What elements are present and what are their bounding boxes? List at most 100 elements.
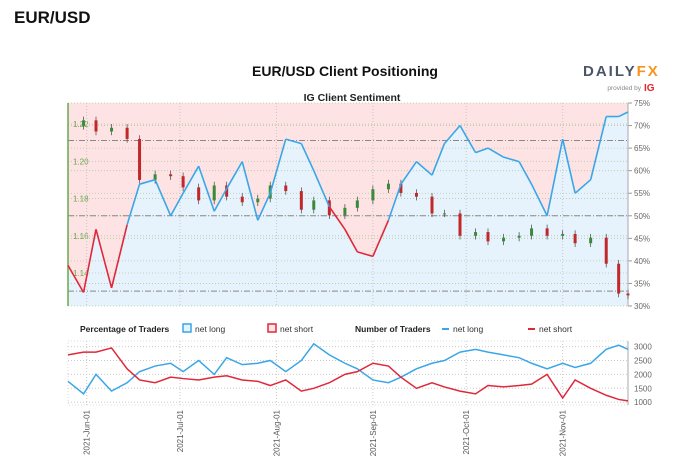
candle	[94, 120, 98, 132]
sentiment-line-segment	[574, 179, 592, 194]
sentiment-line-segment	[443, 125, 461, 145]
sentiment-line-segment	[387, 183, 402, 221]
candle	[212, 185, 216, 201]
price-tick-label: 1.18	[73, 195, 89, 204]
legend-num-title: Number of Traders	[355, 324, 431, 334]
price-tick-label: 1.20	[73, 157, 89, 166]
candle	[371, 189, 375, 201]
x-tick-label: 2021-Oct-01	[462, 409, 471, 454]
logo-daily: DAILY	[583, 63, 637, 80]
candle	[299, 191, 303, 210]
candle	[169, 174, 173, 177]
traders-tick-label: 2000	[634, 370, 652, 379]
candle	[458, 213, 462, 236]
pct-tick-label: 30%	[634, 302, 650, 311]
pct-tick-label: 70%	[634, 122, 650, 131]
x-tick-label: 2021-Nov-01	[559, 409, 568, 456]
sentiment-line-segment	[415, 161, 433, 176]
candle	[399, 183, 403, 193]
candle	[589, 237, 593, 244]
sentiment-line-segment	[241, 161, 259, 221]
sentiment-line-segment	[169, 192, 184, 217]
pct-tick-label: 40%	[634, 257, 650, 266]
candle	[561, 233, 565, 236]
candle	[430, 196, 434, 214]
logo-ig: IG	[644, 83, 655, 94]
sentiment-line-segment	[213, 188, 228, 212]
candle	[545, 228, 549, 236]
sentiment-line-segment	[285, 138, 302, 145]
candle	[197, 187, 201, 201]
candle	[517, 235, 521, 238]
sentiment-line-segment	[400, 161, 418, 185]
svg-text:DAILYFX: DAILYFX	[583, 63, 660, 80]
sentiment-line-segment	[618, 111, 629, 118]
sentiment-line-segment	[139, 178, 156, 185]
candle	[573, 233, 577, 244]
sentiment-line-segment	[197, 165, 215, 212]
sentiment-line-segment	[431, 143, 446, 176]
legend-pct-long-swatch	[182, 323, 192, 333]
candle	[474, 232, 478, 236]
candle	[343, 207, 347, 216]
candle	[530, 228, 534, 236]
candle	[138, 138, 142, 180]
pct-tick-label: 35%	[634, 279, 650, 288]
sentiment-line-segment	[344, 228, 359, 253]
legend-pct-short: net short	[280, 324, 314, 334]
candle	[181, 176, 185, 188]
net-long-area	[68, 112, 628, 307]
traders-net-short-line	[67, 347, 629, 402]
price-tick-label: 1.14	[73, 269, 89, 278]
sentiment-line-segment	[357, 251, 374, 258]
legend-pct-long: net long	[195, 324, 226, 334]
traders-net-long-line	[67, 342, 629, 395]
traders-tick-label: 1000	[634, 398, 652, 407]
candle	[386, 183, 390, 190]
pct-tick-label: 55%	[634, 189, 650, 198]
candle	[225, 185, 229, 197]
price-tick-label: 1.16	[73, 232, 89, 241]
price-tick-label: 1.22	[73, 120, 89, 129]
sentiment-line-segment	[182, 165, 200, 194]
sentiment-line-segment	[110, 224, 128, 289]
legend-num-short: net short	[539, 324, 573, 334]
candle	[502, 237, 506, 242]
sentiment-line-segment	[546, 138, 564, 216]
candle	[442, 213, 446, 215]
candle	[312, 200, 316, 210]
page-heading: EUR/USD	[14, 8, 91, 27]
candle	[256, 198, 260, 203]
pct-tick-label: 65%	[634, 144, 650, 153]
sentiment-line-segment	[154, 179, 172, 217]
candle	[617, 263, 621, 294]
candle	[626, 293, 630, 296]
x-tick-label: 2021-Sep-01	[369, 409, 378, 456]
dailyfx-logo: DAILYFX provided by IG	[583, 63, 660, 94]
candle	[604, 237, 608, 264]
x-tick-label: 2021-Jul-01	[176, 409, 185, 452]
sentiment-line-segment	[372, 219, 390, 257]
legend-pct-short-swatch	[267, 323, 277, 333]
candle	[125, 127, 129, 139]
sentiment-line-segment	[518, 161, 533, 185]
sentiment-line-segment	[475, 147, 489, 154]
candle	[82, 120, 86, 126]
traders-tick-label: 1500	[634, 384, 652, 393]
candle	[355, 200, 359, 208]
legend-pct-title: Percentage of Traders	[80, 324, 170, 334]
sentiment-line-segment	[300, 143, 315, 172]
traders-tick-label: 3000	[634, 343, 652, 352]
sentiment-line-segment	[95, 229, 113, 289]
x-tick-label: 2021-Aug-01	[272, 409, 281, 456]
logo-fx: FX	[637, 63, 660, 80]
pct-tick-label: 45%	[634, 234, 650, 243]
sentiment-line-segment	[82, 229, 97, 293]
sentiment-line-segment	[561, 138, 576, 194]
sentiment-line-segment	[459, 125, 477, 154]
candle	[284, 185, 288, 192]
legend-num-long: net long	[453, 324, 484, 334]
candle	[486, 232, 490, 242]
sentiment-line-segment	[126, 183, 141, 226]
